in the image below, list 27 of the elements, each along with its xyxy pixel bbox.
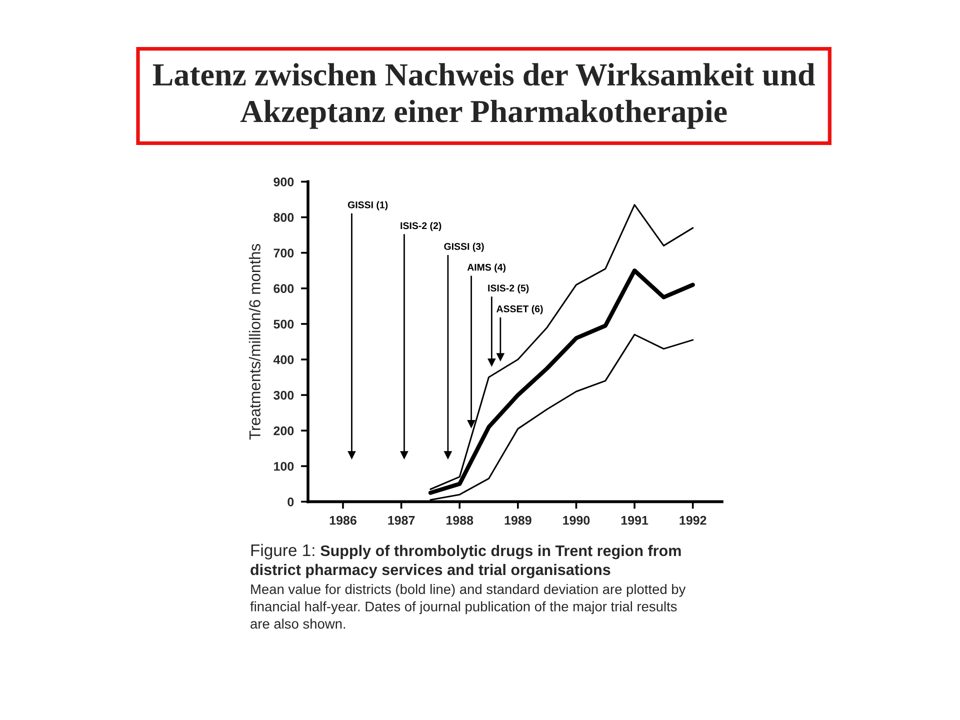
y-tick-label: 600	[274, 284, 294, 294]
y-tick-label: 0	[288, 498, 294, 506]
x-tick-label: 1991	[621, 516, 648, 525]
y-tick-label: 400	[273, 355, 294, 364]
y-axis-title: Treatments/million/6 months	[248, 244, 260, 440]
ref-line-label: ISIS-2 (2)	[400, 222, 442, 232]
y-tick-label: 800	[274, 213, 294, 222]
y-tick-label: 300	[274, 390, 294, 400]
x-tick-label: 1989	[504, 516, 532, 525]
x-tick-label: 1987	[388, 516, 415, 525]
y-tick-label: 700	[274, 248, 294, 258]
y-tick-label: 100	[274, 462, 294, 471]
y-tick-label: 200	[274, 426, 294, 436]
x-tick-label: 1990	[563, 516, 590, 525]
ref-line-label: AIMS (4)	[467, 264, 506, 273]
chart-title: Latenz zwischen Nachweis der Wirksamkeit und Akzeptanz einer Pharmakotherapie	[152, 63, 815, 129]
text: Mean value for districts (bold line) and standard deviation are plotted by financial half-year. Dates of journal publication of the major trial results are also shown.	[250, 584, 686, 629]
caption: Figure 1:	[251, 544, 314, 560]
y-tick-label: 500	[274, 320, 294, 329]
ref-line-label: GISSI (1)	[348, 201, 388, 210]
x-tick-label: 1992	[680, 516, 706, 525]
y-tick-label: 900	[274, 178, 294, 186]
ref-line-label: ISIS-2 (5)	[488, 284, 529, 294]
x-tick-label: 1988	[446, 516, 474, 525]
ref-line-label: GISSI (3)	[444, 242, 484, 252]
ref-line-label: ASSET (6)	[496, 305, 543, 314]
x-tick-label: 1986	[330, 516, 356, 525]
